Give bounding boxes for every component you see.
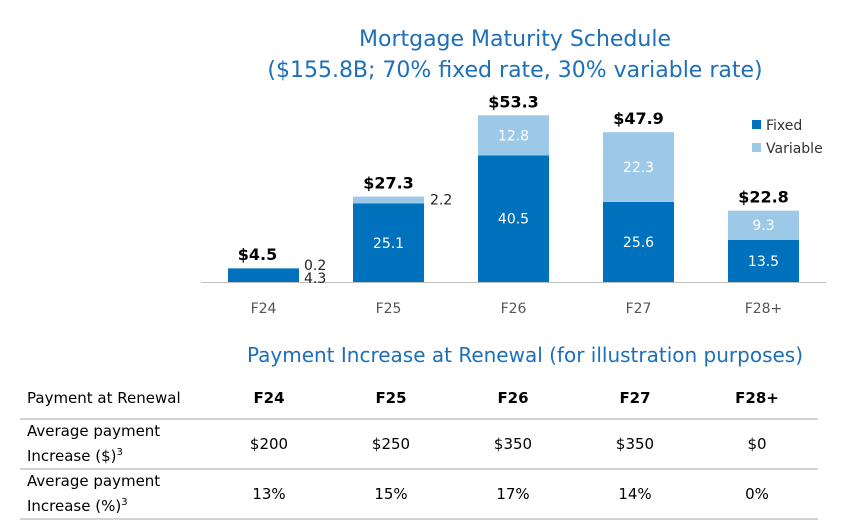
data-label-fixed: 13.5	[748, 254, 779, 270]
bar-fixed	[728, 239, 799, 282]
data-label-variable: 0.2	[304, 258, 326, 274]
x-tick-label: F25	[376, 301, 402, 317]
footnote-marker: 3	[116, 447, 123, 458]
row-label-line1: Average payment	[27, 472, 161, 490]
header-year: F27	[574, 378, 696, 420]
table-cell: 17%	[452, 469, 574, 520]
x-tick-label: F24	[251, 301, 277, 317]
data-label-fixed: 4.3	[304, 271, 326, 287]
table-cell: 13%	[208, 469, 330, 520]
data-label-fixed: 25.1	[373, 236, 404, 252]
bar-variable	[603, 132, 674, 202]
table-cell: $350	[452, 419, 574, 470]
bar-variable	[228, 267, 299, 269]
data-label-total: $47.9	[613, 109, 664, 128]
row-label: Average payment Increase ($)3	[20, 419, 208, 470]
row-label-line2: Increase (%)	[27, 497, 122, 515]
data-label-variable: 9.3	[752, 218, 774, 234]
data-label-fixed: 25.6	[623, 235, 654, 251]
x-tick-label: F28+	[745, 301, 783, 317]
legend-swatch	[752, 120, 761, 129]
bar-variable	[728, 210, 799, 240]
data-label-fixed: 40.5	[498, 212, 529, 228]
x-tick-label: F27	[626, 301, 652, 317]
x-tick-label: F26	[501, 301, 527, 317]
table-cell: 14%	[574, 469, 696, 520]
stacked-bar-chart: 0.24.3 $4.5 F24 25.1 2.2 $27.3 F25 40.5 12.8 $53.…	[201, 92, 826, 317]
data-label-total: $4.5	[238, 245, 277, 264]
data-label-variable: 12.8	[498, 128, 529, 144]
header-year: F25	[330, 378, 452, 420]
table-row: Average payment Increase (%)3 13% 15% 17%…	[20, 469, 818, 520]
table-cell: $250	[330, 419, 452, 470]
header-year: F28+	[696, 378, 818, 420]
table-cell: 0%	[696, 469, 818, 520]
footnote-marker: 3	[121, 497, 128, 508]
header-label: Payment at Renewal	[20, 378, 208, 420]
data-label-total: $22.8	[738, 188, 789, 207]
legend-label: Fixed	[766, 118, 802, 134]
header-year: F24	[208, 378, 330, 420]
table-header-row: Payment at Renewal F24 F25 F26 F27 F28+	[20, 378, 818, 420]
header-year: F26	[452, 378, 574, 420]
data-label-total: $27.3	[363, 174, 414, 193]
row-label-line1: Average payment	[27, 422, 161, 440]
legend-label: Variable	[766, 141, 823, 157]
table-cell: $200	[208, 419, 330, 470]
data-label-variable: 22.3	[623, 160, 654, 176]
row-label-line2: Increase ($)	[27, 447, 117, 465]
table-cell: $0	[696, 419, 818, 470]
table-row: Average payment Increase ($)3 $200 $250 $…	[20, 419, 818, 470]
payment-increase-table: Payment at Renewal F24 F25 F26 F27 F28+ …	[20, 378, 818, 520]
bar-fixed	[603, 201, 674, 282]
table-title: Payment Increase at Renewal (for illustr…	[246, 343, 804, 367]
chart-title: Mortgage Maturity Schedule	[359, 27, 671, 52]
data-label-total: $53.3	[488, 92, 539, 111]
bar-variable	[478, 115, 549, 156]
bar-fixed	[478, 155, 549, 282]
row-label: Average payment Increase (%)3	[20, 469, 208, 520]
table-cell: $350	[574, 419, 696, 470]
chart-subtitle: ($155.8B; 70% fixed rate, 30% variable r…	[267, 58, 763, 83]
bar-variable	[353, 196, 424, 204]
data-label-variable: 2.2	[430, 193, 452, 209]
bar-fixed	[228, 268, 299, 282]
table-cell: 15%	[330, 469, 452, 520]
legend-swatch	[752, 143, 761, 152]
bar-fixed	[353, 203, 424, 282]
